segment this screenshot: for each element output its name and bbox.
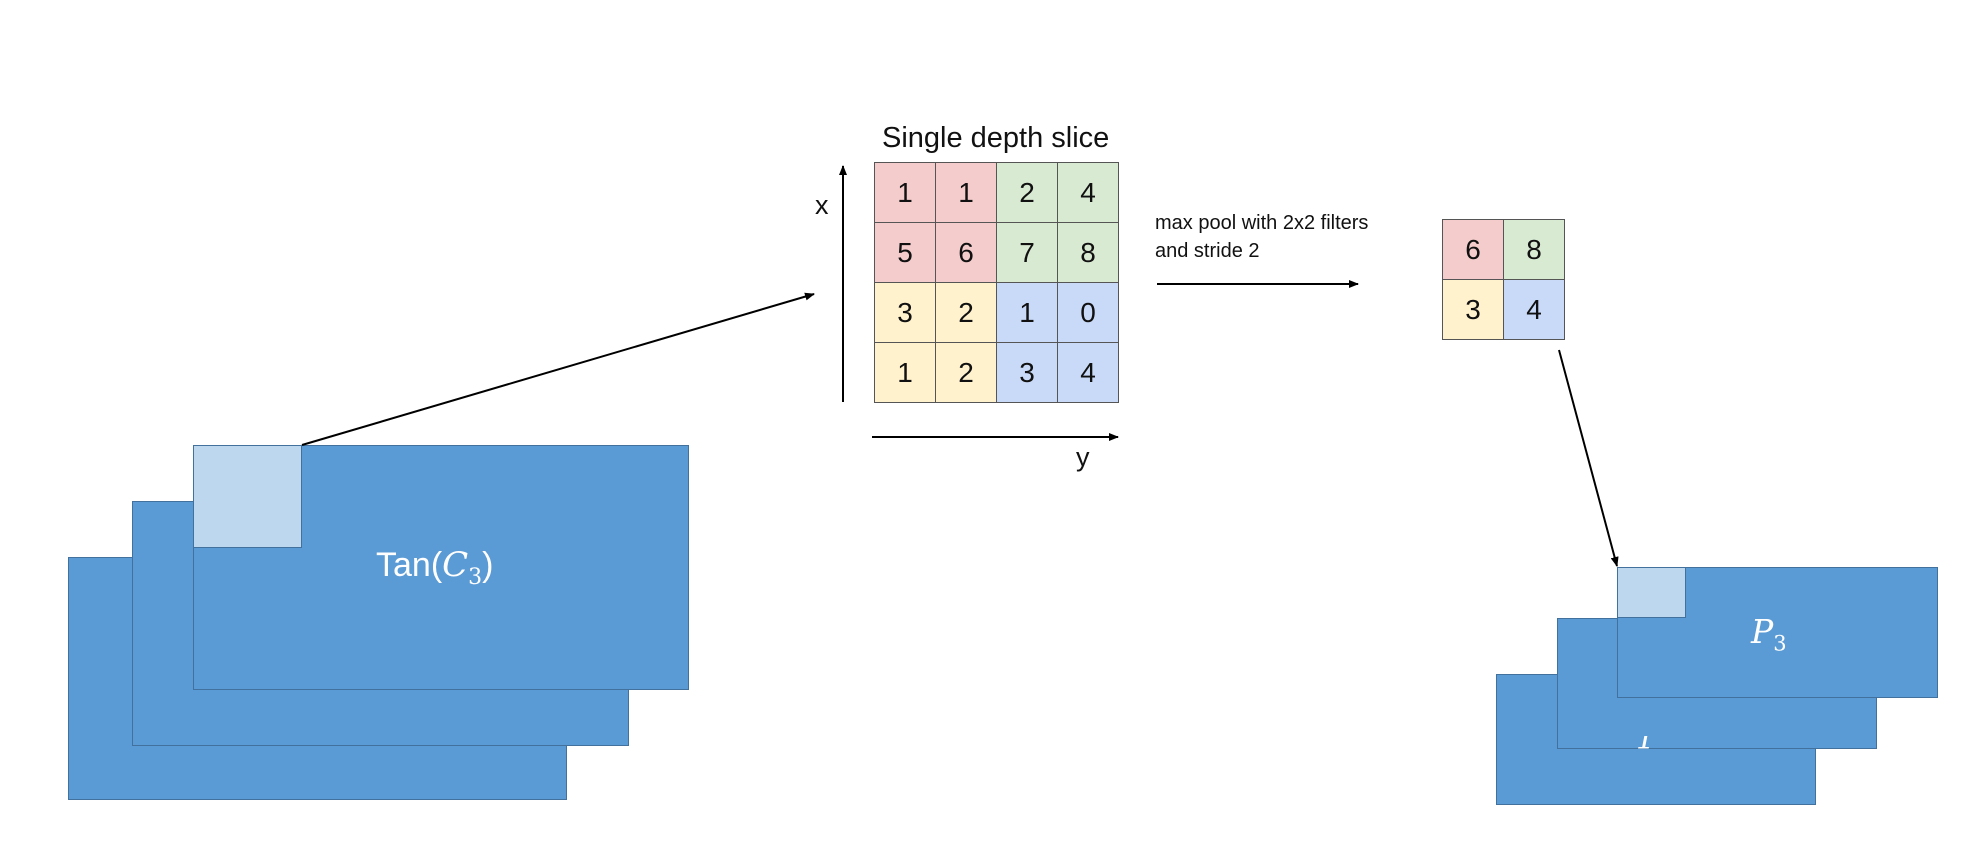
slice-cell: 4 bbox=[1058, 163, 1119, 223]
slice-cell: 7 bbox=[997, 223, 1058, 283]
slice-cell: 5 bbox=[875, 223, 936, 283]
operation-line-1: max pool with 2x2 filters bbox=[1155, 212, 1369, 234]
pooled-cell: 6 bbox=[1443, 220, 1504, 280]
arrow-input-to-slice bbox=[301, 292, 815, 446]
x-axis-label: x bbox=[815, 190, 829, 220]
slice-cell: 3 bbox=[875, 283, 936, 343]
output-back-partial-label: 1 bbox=[1636, 736, 1660, 752]
slice-cell: 2 bbox=[997, 163, 1058, 223]
slice-cell: 8 bbox=[1058, 223, 1119, 283]
slice-cell: 0 bbox=[1058, 283, 1119, 343]
arrow-pooled-to-output bbox=[1558, 349, 1619, 567]
input-patch bbox=[193, 445, 302, 548]
pooled-cell: 3 bbox=[1443, 280, 1504, 340]
output-plane-label: P3 bbox=[1751, 612, 1787, 656]
pooled-cell: 8 bbox=[1504, 220, 1565, 280]
slice-cell: 2 bbox=[936, 283, 997, 343]
slice-cell: 3 bbox=[997, 343, 1058, 403]
slice-cell: 1 bbox=[936, 163, 997, 223]
input-plane-label: Tan(C3) bbox=[376, 545, 494, 590]
operation-line-2: and stride 2 bbox=[1155, 240, 1260, 262]
pooled-cell: 4 bbox=[1504, 280, 1565, 340]
slice-cell: 1 bbox=[875, 343, 936, 403]
slice-cell: 2 bbox=[936, 343, 997, 403]
slice-title: Single depth slice bbox=[882, 122, 1110, 154]
slice-cell: 4 bbox=[1058, 343, 1119, 403]
y-axis-label: y bbox=[1076, 442, 1090, 472]
slice-cell: 1 bbox=[997, 283, 1058, 343]
slice-cell: 6 bbox=[936, 223, 997, 283]
output-patch bbox=[1617, 567, 1686, 618]
slice-cell: 1 bbox=[875, 163, 936, 223]
